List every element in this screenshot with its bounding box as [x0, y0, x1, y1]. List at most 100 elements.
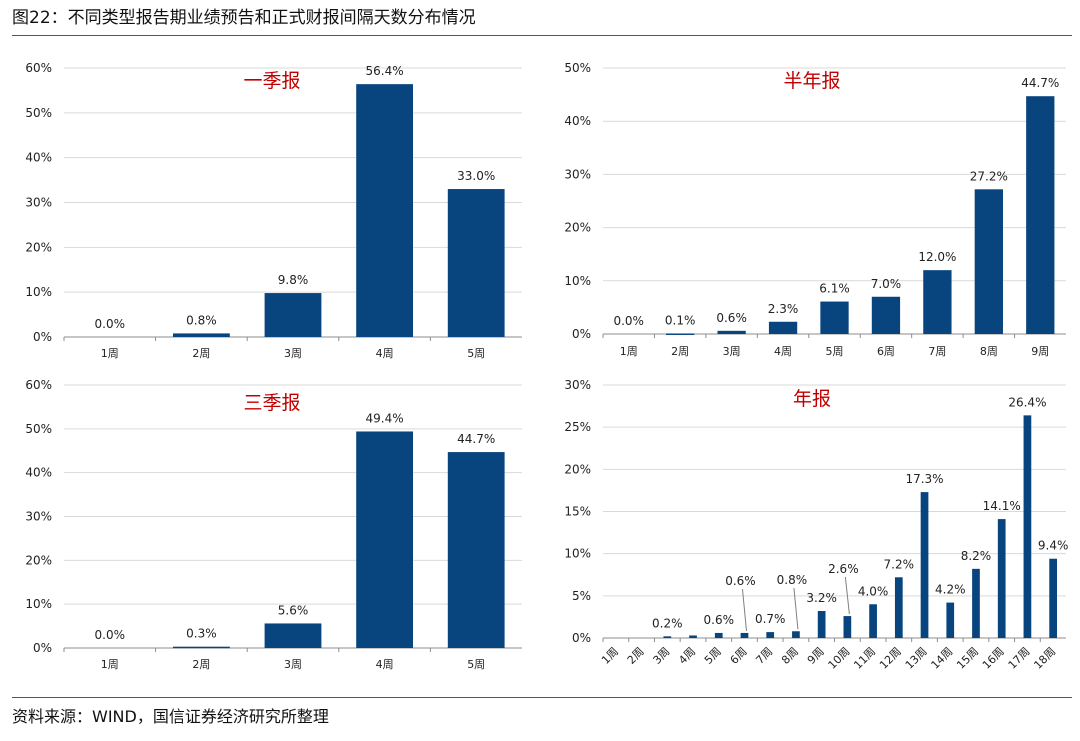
- q1-ytick-label: 20%: [25, 240, 52, 254]
- q3-value-label: 0.0%: [95, 628, 126, 642]
- q3-ytick-label: 10%: [25, 597, 52, 611]
- annual-bar: [766, 632, 775, 638]
- annual-category-label: 5周: [702, 645, 724, 667]
- annual-category-label: 18周: [1031, 645, 1058, 672]
- q1-category-label: 3周: [284, 347, 302, 360]
- half-value-label: 44.7%: [1021, 76, 1059, 90]
- q1-value-label: 33.0%: [457, 169, 495, 183]
- q1-ytick-label: 40%: [25, 151, 52, 165]
- annual-value-label: 8.2%: [961, 549, 992, 563]
- annual-value-label: 17.3%: [905, 472, 943, 486]
- q1-ytick-label: 60%: [25, 61, 52, 75]
- source-divider: [12, 697, 1072, 698]
- q1-category-label: 1周: [101, 347, 119, 360]
- q3-value-label: 0.3%: [186, 627, 217, 641]
- annual-value-label: 3.2%: [806, 591, 837, 605]
- half-chart-title: 半年报: [783, 70, 840, 92]
- q3-bar: [173, 646, 230, 649]
- half-value-label: 0.0%: [613, 314, 644, 328]
- q3-ytick-label: 20%: [25, 553, 52, 567]
- annual-category-label: 10周: [826, 645, 853, 672]
- half-bar: [820, 301, 849, 334]
- annual-bar: [817, 611, 826, 638]
- q1-ytick-label: 0%: [33, 330, 52, 344]
- annual-category-label: 6周: [728, 645, 750, 667]
- q3-bar: [447, 452, 505, 648]
- half-ytick-label: 30%: [564, 167, 591, 181]
- half-ytick-label: 20%: [564, 221, 591, 235]
- half-chart: 0% 10% 20% 30% 40% 50% 1周 0.0% 2周 0.1% 3周 0.6% 4周 2.3…: [564, 61, 1066, 358]
- q3-ytick-label: 60%: [25, 378, 52, 392]
- q3-bar: [356, 431, 413, 648]
- annual-bar: [894, 577, 903, 638]
- annual-category-label: 1周: [599, 645, 621, 667]
- annual-chart-title: 年报: [793, 388, 831, 410]
- q1-chart: 0% 10% 20% 30% 40% 50% 60% 1周 0.0% 2周 0.8% 3周 9.8% 4周…: [25, 61, 522, 360]
- half-value-label: 6.1%: [819, 282, 850, 296]
- annual-ytick-label: 20%: [564, 462, 591, 476]
- q1-ytick-label: 50%: [25, 106, 52, 120]
- annual-bar: [689, 635, 697, 638]
- annual-bar: [1023, 415, 1032, 638]
- q3-bar: [264, 623, 322, 648]
- annual-category-label: 9周: [805, 645, 827, 667]
- q3-category-label: 5周: [467, 658, 485, 671]
- annual-value-label: 0.6%: [704, 613, 735, 627]
- half-ytick-label: 0%: [572, 327, 591, 341]
- annual-category-label: 11周: [851, 645, 878, 672]
- half-ytick-label: 40%: [564, 114, 591, 128]
- title-divider: [12, 35, 1072, 36]
- half-value-label: 0.6%: [716, 311, 747, 325]
- q1-ytick-label: 10%: [25, 285, 52, 299]
- annual-bar: [972, 568, 980, 638]
- half-bar: [923, 270, 952, 334]
- q3-category-label: 1周: [101, 658, 119, 671]
- annual-value-label: 14.1%: [983, 499, 1021, 513]
- annual-category-label: 4周: [676, 645, 698, 667]
- annual-value-label: 0.2%: [652, 616, 683, 630]
- annual-leader-line: [741, 588, 747, 631]
- annual-leader-line: [844, 576, 850, 615]
- annual-bar: [920, 492, 929, 638]
- annual-value-label: 7.2%: [884, 557, 915, 571]
- q3-category-label: 4周: [376, 658, 394, 671]
- annual-bar: [740, 632, 749, 638]
- q1-bar: [356, 84, 413, 337]
- half-value-label: 7.0%: [871, 277, 902, 291]
- half-bar: [1026, 96, 1055, 334]
- annual-category-label: 8周: [779, 645, 801, 667]
- q1-bar: [447, 189, 505, 337]
- annual-bar: [714, 632, 723, 638]
- half-category-label: 8周: [980, 345, 998, 358]
- q1-value-label: 0.0%: [95, 317, 126, 331]
- q3-category-label: 3周: [284, 658, 302, 671]
- half-category-label: 4周: [774, 345, 792, 358]
- annual-category-label: 15周: [954, 645, 981, 672]
- annual-value-label: 4.2%: [935, 583, 966, 597]
- half-ytick-label: 50%: [564, 61, 591, 75]
- annual-category-label: 2周: [625, 645, 647, 667]
- q1-value-label: 0.8%: [186, 313, 217, 327]
- half-ytick-label: 10%: [564, 274, 591, 288]
- annual-ytick-label: 5%: [572, 589, 591, 603]
- half-bar: [717, 330, 746, 334]
- annual-bar: [869, 604, 877, 638]
- q3-value-label: 5.6%: [278, 603, 309, 617]
- annual-category-label: 17周: [1006, 645, 1033, 672]
- q3-value-label: 49.4%: [366, 411, 404, 425]
- q1-category-label: 2周: [192, 347, 210, 360]
- half-value-label: 27.2%: [970, 169, 1008, 183]
- half-category-label: 2周: [671, 345, 689, 358]
- half-bar: [666, 333, 695, 335]
- annual-value-label: 4.0%: [858, 584, 889, 598]
- q3-ytick-label: 0%: [33, 641, 52, 655]
- q1-value-label: 9.8%: [278, 273, 309, 287]
- half-bar: [768, 321, 798, 334]
- annual-ytick-label: 15%: [564, 505, 591, 519]
- annual-category-label: 13周: [903, 645, 930, 672]
- annual-category-label: 3周: [651, 645, 673, 667]
- q3-ytick-label: 50%: [25, 422, 52, 436]
- q1-category-label: 4周: [376, 347, 394, 360]
- q1-ytick-label: 30%: [25, 196, 52, 210]
- annual-bar: [663, 636, 672, 638]
